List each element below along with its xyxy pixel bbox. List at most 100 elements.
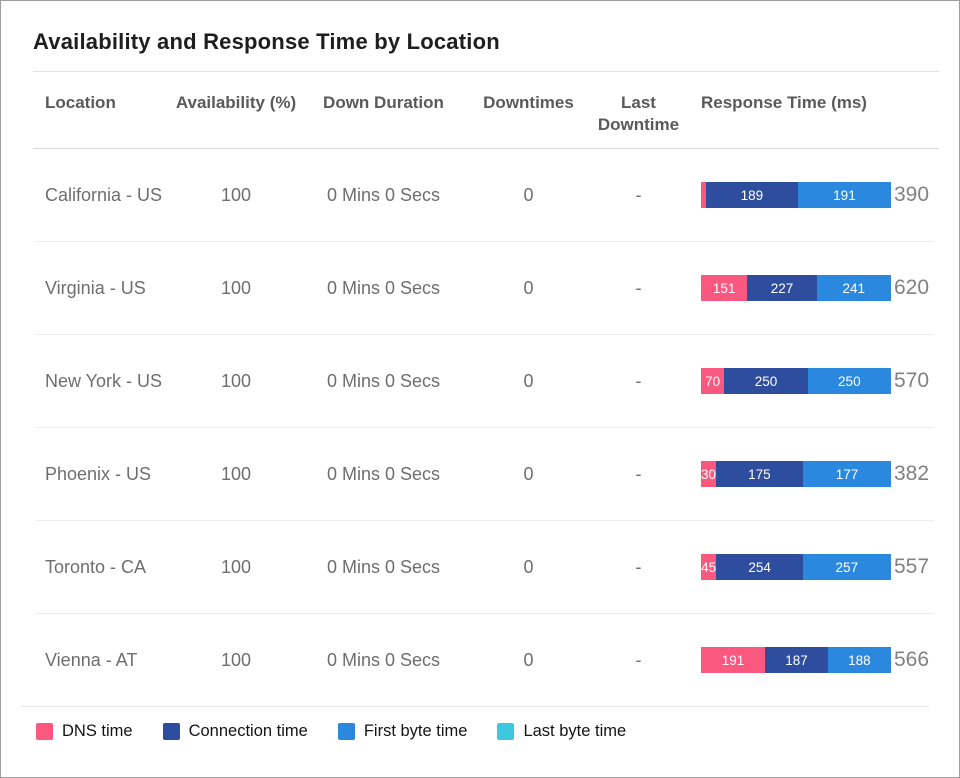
bar-segment-connection-time: 189 <box>705 182 798 208</box>
response-time-cell: 45 254 257 557 <box>686 554 939 580</box>
header-divider <box>33 148 939 149</box>
legend-label: Last byte time <box>523 722 627 740</box>
bar-segment-first-byte-time: 191 <box>797 182 891 208</box>
bar-segment-connection-time: 187 <box>765 647 828 673</box>
response-time-stacked-bar: 189 191 <box>701 182 891 208</box>
bar-segment-dns-time <box>701 182 706 208</box>
dns-time-swatch-icon <box>36 723 53 740</box>
down-duration-cell: 0 Mins 0 Secs <box>326 370 441 391</box>
response-time-cell: 70 250 250 570 <box>686 368 939 394</box>
availability-cell: 100 <box>220 184 252 205</box>
table-row: New York - US 100 0 Mins 0 Secs 0 - 70 25… <box>1 335 959 427</box>
legend-item-dns-time[interactable]: DNS time <box>36 722 133 741</box>
legend-label: First byte time <box>363 722 468 740</box>
table-row: Virginia - US 100 0 Mins 0 Secs 0 - 151 2… <box>1 242 959 334</box>
bar-segment-dns-time: 45 <box>701 554 717 580</box>
last-downtime-cell: - <box>635 649 642 670</box>
last-downtime-cell: - <box>635 277 642 298</box>
downtimes-cell: 0 <box>523 184 534 205</box>
column-header-location: Location <box>45 93 116 112</box>
location-cell: Virginia - US <box>45 277 146 298</box>
response-time-stacked-bar: 30 175 177 <box>701 461 891 487</box>
row-divider <box>36 520 934 521</box>
table-row: Toronto - CA 100 0 Mins 0 Secs 0 - 45 254… <box>1 521 959 613</box>
response-time-total: 570 <box>894 369 930 392</box>
column-header-response-time: Response Time (ms) <box>701 93 867 112</box>
response-time-cell: 189 191 390 <box>686 182 939 208</box>
bar-segment-first-byte-time: 188 <box>827 647 891 673</box>
row-divider <box>36 241 934 242</box>
availability-cell: 100 <box>220 370 252 391</box>
bar-segment-connection-time: 250 <box>724 368 808 394</box>
down-duration-cell: 0 Mins 0 Secs <box>326 556 441 577</box>
availability-cell: 100 <box>220 556 252 577</box>
bar-segment-first-byte-time: 241 <box>816 275 891 301</box>
last-byte-time-swatch-icon <box>497 723 515 740</box>
response-time-cell: 151 227 241 620 <box>686 275 939 301</box>
response-time-stacked-bar: 151 227 241 <box>701 275 891 301</box>
legend-divider <box>21 706 929 707</box>
table-body: California - US 100 0 Mins 0 Secs 0 - 18… <box>1 149 959 706</box>
bar-segment-dns-time: 70 <box>701 368 725 394</box>
table-header-row: Location Availability (%) Down Duration … <box>1 72 959 148</box>
row-divider <box>36 427 934 428</box>
row-divider <box>36 334 934 335</box>
availability-cell: 100 <box>220 649 252 670</box>
bar-segment-first-byte-time: 257 <box>802 554 891 580</box>
availability-cell: 100 <box>220 277 252 298</box>
bar-segment-dns-time: 191 <box>701 647 766 673</box>
last-downtime-cell: - <box>635 556 642 577</box>
downtimes-cell: 0 <box>523 370 534 391</box>
first-byte-time-swatch-icon <box>337 723 355 740</box>
response-time-total: 382 <box>894 462 930 485</box>
page-title: Availability and Response Time by Locati… <box>33 29 500 54</box>
table-row: Vienna - AT 100 0 Mins 0 Secs 0 - 191 187… <box>1 614 959 706</box>
legend-item-first-byte-time[interactable]: First byte time <box>337 722 468 741</box>
downtimes-cell: 0 <box>523 277 534 298</box>
column-header-down-duration: Down Duration <box>323 93 444 112</box>
bar-segment-connection-time: 227 <box>747 275 817 301</box>
response-time-cell: 191 187 188 566 <box>686 647 939 673</box>
response-time-total: 557 <box>894 555 930 578</box>
response-time-total: 620 <box>894 276 930 299</box>
downtimes-cell: 0 <box>523 463 534 484</box>
response-time-stacked-bar: 70 250 250 <box>701 368 891 394</box>
response-time-cell: 30 175 177 382 <box>686 461 939 487</box>
bar-segment-dns-time: 30 <box>701 461 716 487</box>
response-time-total: 390 <box>894 183 930 206</box>
bar-segment-first-byte-time: 177 <box>802 461 891 487</box>
legend-label: Connection time <box>188 722 308 740</box>
legend-item-last-byte-time[interactable]: Last byte time <box>497 722 626 741</box>
legend-item-connection-time[interactable]: Connection time <box>162 722 308 741</box>
title-divider <box>33 71 939 72</box>
availability-cell: 100 <box>220 463 252 484</box>
response-time-stacked-bar: 45 254 257 <box>701 554 891 580</box>
column-header-last-downtime: Last Downtime <box>597 93 680 134</box>
bar-segment-connection-time: 175 <box>715 461 803 487</box>
downtimes-cell: 0 <box>523 556 534 577</box>
row-divider <box>36 613 934 614</box>
last-downtime-cell: - <box>635 463 642 484</box>
down-duration-cell: 0 Mins 0 Secs <box>326 277 441 298</box>
last-downtime-cell: - <box>635 370 642 391</box>
legend-label: DNS time <box>62 722 133 740</box>
bar-segment-dns-time: 151 <box>701 275 748 301</box>
location-cell: Vienna - AT <box>45 649 138 670</box>
table-row: California - US 100 0 Mins 0 Secs 0 - 18… <box>1 149 959 241</box>
downtimes-cell: 0 <box>523 649 534 670</box>
column-header-downtimes: Downtimes <box>483 93 574 112</box>
connection-time-swatch-icon <box>162 723 180 740</box>
response-time-total: 566 <box>894 648 930 671</box>
down-duration-cell: 0 Mins 0 Secs <box>326 463 441 484</box>
location-cell: California - US <box>45 184 163 205</box>
table-row: Phoenix - US 100 0 Mins 0 Secs 0 - 30 175… <box>1 428 959 520</box>
location-cell: Toronto - CA <box>45 556 147 577</box>
bar-segment-connection-time: 254 <box>716 554 803 580</box>
down-duration-cell: 0 Mins 0 Secs <box>326 649 441 670</box>
column-header-availability: Availability (%) <box>175 93 297 112</box>
bar-segment-first-byte-time: 250 <box>807 368 891 394</box>
down-duration-cell: 0 Mins 0 Secs <box>326 184 441 205</box>
response-time-stacked-bar: 191 187 188 <box>701 647 891 673</box>
location-cell: Phoenix - US <box>45 463 152 484</box>
